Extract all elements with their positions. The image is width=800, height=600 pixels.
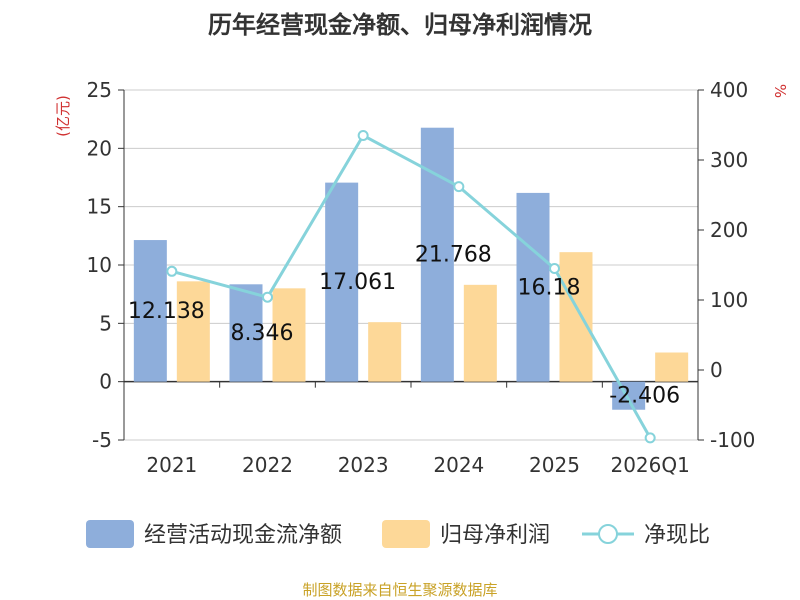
cash-flow-bar (325, 182, 359, 382)
data-labels: 12.138 8.346 17.061 21.768 16.18 -2.406 (128, 243, 680, 409)
ratio-point (453, 181, 465, 193)
net-profit-bar (176, 281, 210, 382)
cash-flow-data-label: 8.346 (231, 321, 294, 346)
ratio-point (262, 291, 273, 303)
legend[interactable]: 经营活动现金流净额 归母净利润 净现比 (86, 520, 710, 548)
bars (133, 127, 689, 410)
net-profit-bar (272, 288, 306, 382)
ratio-line (166, 130, 656, 444)
source-note: 制图数据来自恒生聚源数据库 (302, 581, 497, 599)
grid-lines (124, 89, 698, 441)
cash-flow-bar (516, 192, 550, 382)
category-label: 2025 (529, 453, 580, 477)
cash-flow-data-label: 17.061 (319, 270, 396, 295)
cash-flow-data-label: 21.768 (415, 243, 492, 268)
right-tick-label: 400 (710, 78, 748, 102)
net-profit-bar (559, 252, 593, 382)
category-label: 2026Q1 (610, 453, 689, 477)
axes: 25 20 15 10 5 0 -5 400 300 200 100 0 -100 2021 2022 202… (87, 78, 756, 477)
net-profit-bar (463, 284, 497, 382)
right-axis-label: % (771, 84, 789, 98)
category-label: 2022 (242, 453, 293, 477)
legend-line-marker (598, 524, 618, 544)
cash-flow-data-label: 12.138 (128, 299, 205, 324)
ratio-point (357, 130, 369, 141)
chart-title: 历年经营现金净额、归母净利润情况 (208, 11, 592, 39)
legend-label: 经营活动现金流净额 (144, 523, 342, 548)
right-tick-label: -100 (710, 428, 755, 452)
right-tick-label: 100 (710, 288, 748, 312)
ratio-point (549, 263, 560, 274)
left-tick-label: -5 (92, 428, 112, 452)
cash-flow-bar (229, 284, 263, 382)
right-tick-label: 200 (710, 218, 748, 242)
cash-flow-bar (133, 240, 167, 382)
right-tick-label: 0 (710, 358, 723, 382)
legend-swatch (86, 520, 134, 548)
cash-flow-data-label: -2.406 (609, 384, 680, 409)
left-tick-label: 25 (87, 78, 112, 102)
left-axis-label: (亿元) (54, 95, 72, 137)
ratio-point (644, 432, 656, 444)
left-tick-label: 20 (87, 136, 112, 160)
category-label: 2021 (146, 453, 197, 477)
net-profit-bar (655, 352, 689, 382)
legend-swatch (382, 520, 430, 548)
left-tick-label: 15 (87, 195, 112, 219)
net-profit-bar (368, 322, 402, 382)
ratio-line-path (171, 134, 652, 439)
left-tick-label: 0 (99, 370, 112, 394)
category-label: 2024 (433, 453, 484, 477)
legend-label: 净现比 (644, 523, 710, 548)
cash-flow-bar (612, 381, 646, 410)
right-tick-label: 300 (710, 148, 748, 172)
category-label: 2023 (338, 453, 389, 477)
cash-flow-data-label: 16.18 (518, 275, 581, 300)
legend-label: 归母净利润 (440, 523, 550, 548)
ratio-point (166, 265, 178, 277)
left-tick-label: 5 (99, 311, 112, 335)
left-tick-label: 10 (87, 253, 112, 277)
